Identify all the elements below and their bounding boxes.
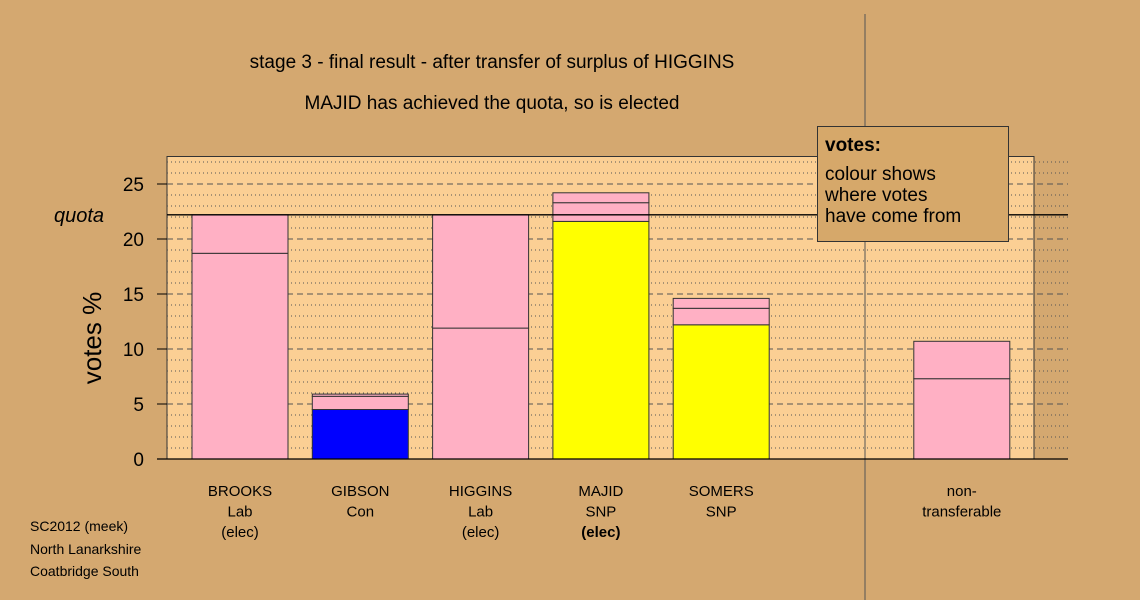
x-tick-label: non-	[947, 483, 977, 500]
legend-line-1: colour shows	[825, 164, 936, 185]
footer-line-3: Coatbridge South	[30, 563, 139, 579]
x-tick-label: (elec)	[581, 524, 620, 541]
x-tick-label: GIBSON	[331, 483, 389, 500]
bar-segment	[552, 192, 650, 204]
footer-line-2: North Lanarkshire	[30, 541, 142, 557]
x-tick-label: SOMERS	[689, 483, 754, 500]
bar-segment	[311, 409, 409, 460]
legend-line-2: where votes	[825, 185, 928, 206]
bar-segment	[432, 327, 530, 460]
legend-title: votes:	[825, 135, 881, 156]
bar-segment	[191, 252, 289, 460]
x-tick-label: (elec)	[462, 524, 500, 541]
x-tick-label: BROOKS	[208, 483, 272, 500]
bar-segment	[672, 307, 770, 326]
bar-segment	[672, 297, 770, 309]
y-axis-label: votes %	[77, 292, 107, 385]
chart-subtitle: MAJID has achieved the quota, so is elec…	[304, 93, 680, 114]
x-tick-label: Lab	[227, 504, 252, 521]
x-tick-label: SNP	[706, 504, 737, 521]
footer-line-1: SC2012 (meek)	[30, 518, 129, 534]
bar-segment	[311, 395, 409, 410]
bar-segment	[432, 214, 530, 329]
x-tick-label: Con	[347, 504, 375, 521]
x-tick-label: transferable	[922, 504, 1001, 521]
y-tick-label: 5	[133, 395, 144, 416]
legend-line-3: have come from	[825, 206, 962, 227]
bar-segment	[311, 393, 409, 397]
legend: votes: colour shows where votes have com…	[817, 126, 1009, 242]
y-tick-label: 25	[123, 175, 144, 196]
x-tick-label: HIGGINS	[449, 483, 512, 500]
y-tick-label: 15	[123, 285, 144, 306]
x-tick-label: MAJID	[578, 483, 623, 500]
bar-segment	[552, 220, 650, 460]
y-tick-label: 0	[133, 450, 144, 471]
bar-segment	[672, 324, 770, 460]
quota-label: quota	[54, 205, 104, 227]
x-tick-label: SNP	[585, 504, 616, 521]
y-tick-label: 10	[123, 340, 144, 361]
bar-segment	[913, 340, 1011, 380]
bar-segment	[913, 378, 1011, 460]
bar-segment	[552, 202, 650, 222]
x-tick-label: (elec)	[221, 524, 259, 541]
chart-title: stage 3 - final result - after transfer …	[249, 52, 735, 73]
y-tick-label: 20	[123, 230, 144, 251]
x-tick-label: Lab	[468, 504, 493, 521]
bar-segment	[191, 214, 289, 254]
